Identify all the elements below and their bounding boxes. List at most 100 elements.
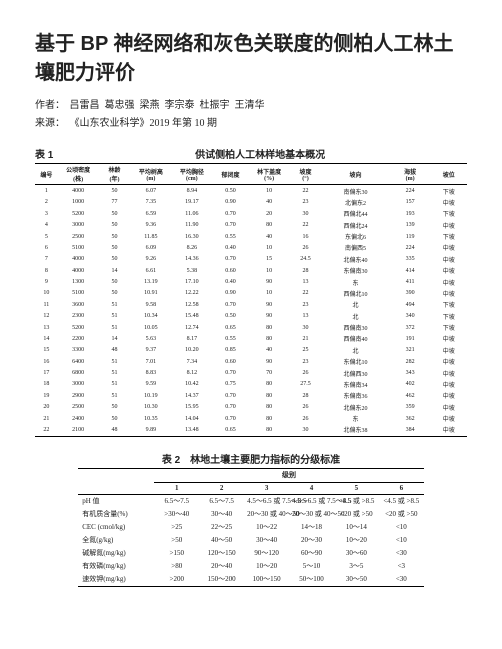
table-row: pH 值6.5～7.56.5～7.54.5～6.5 或 7.5～8.54.5～6… xyxy=(78,494,424,508)
table-cell: 23 xyxy=(290,197,322,208)
table-cell: 12.74 xyxy=(171,322,212,333)
table-cell: 17.10 xyxy=(171,276,212,287)
table-cell: 中坡 xyxy=(431,288,467,299)
table-cell: 80 xyxy=(249,322,290,333)
table-row: 142200145.638.170.558021西偏南40191中坡 xyxy=(35,333,467,344)
table-cell: >80 xyxy=(154,560,199,573)
table-cell: 13 xyxy=(290,276,322,287)
table-cell: 50 xyxy=(99,413,131,424)
table-row: 2124005010.3514.040.708026东362中坡 xyxy=(35,413,467,424)
table-cell: 51 xyxy=(99,356,131,367)
table-cell: 494 xyxy=(390,299,431,310)
author: 李宗泰 xyxy=(165,100,195,111)
table-cell: 2100 xyxy=(58,424,99,436)
table-cell: >50 xyxy=(154,534,199,547)
source-line: 来源： 《山东农业科学》2019 年第 10 期 xyxy=(35,116,467,132)
table-cell: 东偏北6 xyxy=(321,231,389,242)
table-cell: 13.19 xyxy=(130,276,171,287)
table2-level-header: 6 xyxy=(379,482,424,494)
table-row: 153300489.3710.200.854025北321中坡 xyxy=(35,345,467,356)
table-row: 222100489.8913.480.658030北偏东38384中坡 xyxy=(35,424,467,436)
table-cell: 0.70 xyxy=(212,367,248,378)
table-cell: 77 xyxy=(99,197,131,208)
table-cell: 1 xyxy=(35,185,58,197)
table-cell: 0.90 xyxy=(212,288,248,299)
table-cell: 18 xyxy=(35,379,58,390)
table-cell: 335 xyxy=(390,254,431,265)
table-cell: 0.90 xyxy=(212,197,248,208)
table2-row-name: 有效磷(mg/kg) xyxy=(78,560,154,573)
table-cell: 6.5～7.5 xyxy=(154,494,199,508)
table-cell: 9 xyxy=(35,276,58,287)
table-cell: 2500 xyxy=(58,231,99,242)
table2-row-name: 碱解氮(mg/kg) xyxy=(78,547,154,560)
table-cell: 2900 xyxy=(58,390,99,401)
table-cell: 中坡 xyxy=(431,345,467,356)
table-cell: 23 xyxy=(290,299,322,310)
table-cell: 50 xyxy=(99,220,131,231)
table-cell: 20 xyxy=(249,208,290,219)
table-cell: 10.05 xyxy=(130,322,171,333)
table-cell: 9.26 xyxy=(130,254,171,265)
table-cell: 50 xyxy=(99,242,131,253)
table-cell: 100～150 xyxy=(244,573,289,587)
table2-level-header: 4 xyxy=(289,482,334,494)
table-cell: 193 xyxy=(390,208,431,219)
table-cell: 11.85 xyxy=(130,231,171,242)
table-cell: 24.5 xyxy=(290,254,322,265)
table-cell: <4.5 或 >8.5 xyxy=(334,494,379,508)
table-cell: 7 xyxy=(35,254,58,265)
table-cell: 362 xyxy=(390,413,431,424)
table-cell: <3 xyxy=(379,560,424,573)
table-cell: 14.36 xyxy=(171,254,212,265)
table-cell: 50 xyxy=(99,254,131,265)
table-cell: 11.06 xyxy=(171,208,212,219)
table-cell: 0.60 xyxy=(212,265,248,276)
table-cell: 414 xyxy=(390,265,431,276)
table-cell: 5.63 xyxy=(130,333,171,344)
table-cell: 6 xyxy=(35,242,58,253)
table-cell: 5100 xyxy=(58,242,99,253)
table-row: 2025005010.3015.950.708026北偏东20359中坡 xyxy=(35,402,467,413)
table-cell: 343 xyxy=(390,367,431,378)
table-cell: 中坡 xyxy=(431,197,467,208)
table-cell: 0.70 xyxy=(212,220,248,231)
table-row: 84000146.615.380.601028东偏南30414中坡 xyxy=(35,265,467,276)
table1-caption-right: 供试侧柏人工林样地基本概况 xyxy=(195,150,325,161)
authors-label: 作者： xyxy=(35,100,65,111)
table-cell: 17 xyxy=(35,367,58,378)
table-cell: 26 xyxy=(290,402,322,413)
table1-header-row: 编号公顷密度(株)林龄(年)平均树高(m)平均胸径(cm)郁闭度林下盖度(%)坡… xyxy=(35,164,467,185)
table-cell: 中坡 xyxy=(431,220,467,231)
table-cell: 12.22 xyxy=(171,288,212,299)
table-cell: 14.04 xyxy=(171,413,212,424)
table-cell: 21 xyxy=(290,333,322,344)
table-cell: 40 xyxy=(249,197,290,208)
table-cell: 11 xyxy=(35,299,58,310)
table1-col-header: 编号 xyxy=(35,164,58,185)
table-cell: 80 xyxy=(249,413,290,424)
table-cell: 0.40 xyxy=(212,242,248,253)
table-cell: 5～10 xyxy=(289,560,334,573)
table-cell: 4 xyxy=(35,220,58,231)
table1-col-header: 林龄(年) xyxy=(99,164,131,185)
table-cell: 5100 xyxy=(58,288,99,299)
table-cell: 28 xyxy=(290,265,322,276)
table-cell: 0.55 xyxy=(212,333,248,344)
table-cell: 东 xyxy=(321,413,389,424)
table2-row-name: 全氮(g/kg) xyxy=(78,534,154,547)
table-cell: 40～50 xyxy=(199,534,244,547)
table-cell: 4.5～6.5 或 7.5～8.5 xyxy=(289,494,334,508)
table-cell: 9.58 xyxy=(130,299,171,310)
table-cell: 西偏北24 xyxy=(321,220,389,231)
table-cell: 0.70 xyxy=(212,299,248,310)
table-cell: 8.12 xyxy=(171,367,212,378)
table-cell: 6.5～7.5 xyxy=(199,494,244,508)
table-cell: 6.61 xyxy=(130,265,171,276)
table-cell: 80 xyxy=(249,333,290,344)
table-cell: 3600 xyxy=(58,299,99,310)
table-cell: 51 xyxy=(99,367,131,378)
table-cell: 下坡 xyxy=(431,299,467,310)
table-cell: 8 xyxy=(35,265,58,276)
table-cell: >200 xyxy=(154,573,199,587)
